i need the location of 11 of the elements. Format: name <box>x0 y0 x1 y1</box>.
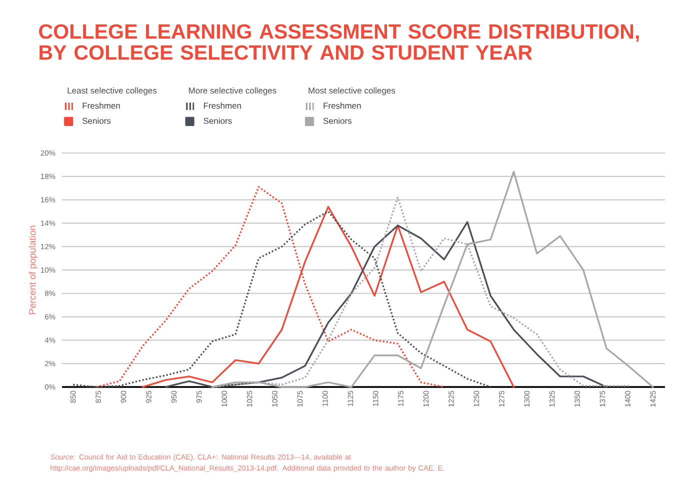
text: More selective colleges <box>188 87 276 96</box>
text: Most selective colleges <box>308 87 396 96</box>
legend-label: Freshmen <box>82 102 120 109</box>
chart-title: COLLEGE LEARNING ASSESSMENT SCORE DISTRIBUTION, BY COLLEGE SELECTIVITY AND STUDENT YEAR <box>39 24 639 60</box>
legend-label: Seniors <box>323 118 352 124</box>
legend-label: Seniors <box>82 118 111 124</box>
text: Least selective colleges <box>68 87 157 96</box>
legend-label: Seniors <box>204 118 232 124</box>
legend-label: Freshmen <box>204 102 241 109</box>
legend-label: Freshmen <box>324 102 361 109</box>
y-axis-title: Percent of population <box>28 226 38 314</box>
